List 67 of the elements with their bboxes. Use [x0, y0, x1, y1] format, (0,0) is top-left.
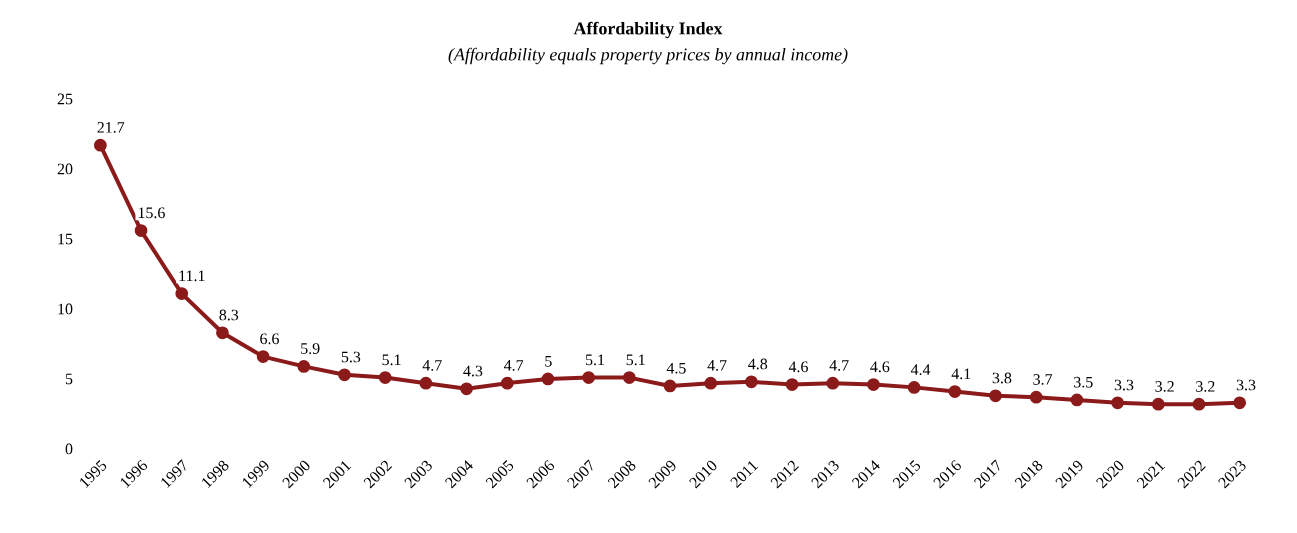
data-label: 4.7 — [829, 360, 849, 371]
point — [460, 382, 473, 396]
data-label: 5.3 — [341, 351, 361, 363]
data-label: 3.3 — [1236, 379, 1256, 391]
data-label: 3.2 — [1196, 381, 1215, 392]
point — [745, 375, 758, 389]
data-label: 5.1 — [586, 354, 605, 366]
data-label: 4.1 — [951, 368, 971, 380]
data-label: 8.3 — [219, 309, 239, 321]
point — [867, 378, 880, 391]
y-tick-label: 10 — [58, 303, 73, 315]
data-label: 5.9 — [301, 343, 320, 355]
point — [297, 360, 311, 373]
data-label: 4.8 — [748, 358, 768, 370]
point — [1192, 397, 1206, 411]
point — [1111, 396, 1124, 410]
data-label: 15.6 — [138, 207, 165, 219]
data-label: 4.4 — [910, 364, 931, 376]
point — [419, 376, 433, 390]
point — [378, 371, 392, 384]
data-label: 3.5 — [1074, 376, 1093, 388]
point — [704, 376, 718, 390]
point — [989, 389, 1002, 403]
point — [175, 287, 189, 300]
data-label: 3.2 — [1155, 381, 1174, 392]
point — [93, 138, 107, 152]
data-label: 4.7 — [707, 360, 727, 371]
data-label: 5.1 — [382, 354, 401, 366]
data-label: 3.8 — [992, 372, 1012, 384]
data-label: 5 — [545, 356, 552, 367]
point — [826, 376, 840, 390]
point — [256, 350, 270, 363]
point — [1070, 393, 1084, 407]
point — [338, 368, 351, 382]
y-tick-label: 15 — [58, 233, 73, 245]
data-label: 4.7 — [503, 360, 524, 371]
point — [663, 379, 677, 393]
data-label: 3.3 — [1114, 379, 1134, 391]
point — [948, 385, 962, 398]
data-label: 21.7 — [97, 122, 125, 133]
data-label: 4.5 — [666, 362, 686, 374]
chart-subtitle: (Affordability equals property prices by annual income) — [448, 47, 848, 65]
data-label: 4.3 — [463, 365, 483, 377]
x-tick-label: 2011 — [730, 461, 759, 489]
data-label: 6.6 — [260, 333, 279, 345]
point — [500, 376, 514, 390]
data-label: 4.6 — [788, 361, 808, 373]
point — [1029, 390, 1043, 404]
data-label: 4.6 — [870, 361, 890, 373]
point — [622, 371, 636, 384]
point — [1233, 396, 1247, 410]
chart-title: Affordability Index — [573, 21, 723, 39]
point — [785, 378, 799, 391]
y-tick-label: 5 — [65, 373, 73, 385]
data-label: 5.1 — [626, 354, 645, 366]
data-label: 4.7 — [422, 360, 442, 371]
y-tick-label: 25 — [57, 93, 73, 105]
y-tick-label: 20 — [57, 163, 73, 175]
point — [907, 381, 921, 394]
data-label: 11.1 — [179, 270, 205, 282]
point — [582, 371, 596, 384]
point — [541, 372, 555, 386]
point — [134, 224, 148, 237]
point — [216, 326, 229, 340]
data-label: 3.7 — [1033, 374, 1053, 385]
y-tick-label: 0 — [65, 443, 73, 455]
point — [1151, 397, 1165, 411]
